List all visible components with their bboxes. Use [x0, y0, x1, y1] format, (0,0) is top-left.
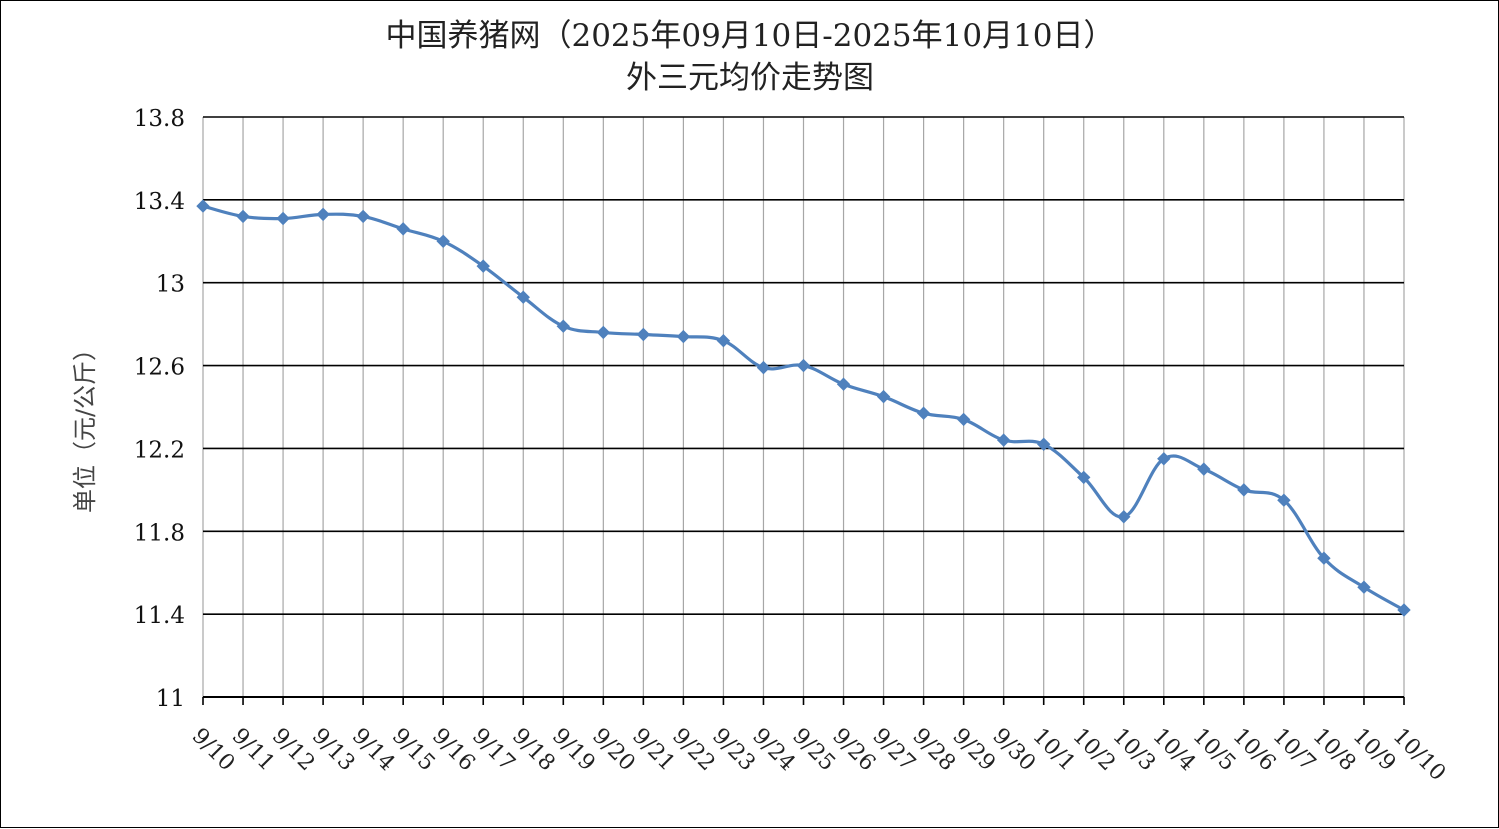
x-tick-label: 9/20	[587, 724, 640, 777]
x-tick-label: 9/18	[507, 724, 560, 777]
data-point-marker	[1397, 603, 1411, 617]
x-tick-label: 9/15	[387, 724, 440, 777]
data-point-marker	[836, 377, 851, 391]
x-tick-label: 10/8	[1308, 724, 1361, 777]
data-point-marker	[596, 325, 611, 340]
x-tick-labels: 9/109/119/129/139/149/159/169/179/189/19…	[187, 724, 1451, 787]
x-tick-label: 10/9	[1348, 724, 1401, 777]
data-point-marker	[956, 412, 971, 427]
data-point-marker	[236, 209, 250, 224]
data-point-marker	[796, 358, 811, 373]
data-point-marker	[1357, 580, 1371, 594]
x-tick-label: 10/7	[1268, 724, 1321, 777]
y-tick-label: 13.4	[134, 189, 185, 215]
y-tick-label: 11	[156, 686, 185, 712]
data-point-marker	[1157, 452, 1171, 466]
data-point-marker	[436, 234, 450, 248]
x-tick-label: 9/23	[707, 724, 760, 777]
series-group	[196, 199, 1411, 617]
y-axis-label: 单位（元/公斤）	[71, 337, 99, 513]
x-tick-label: 9/22	[667, 724, 720, 777]
data-point-marker	[556, 319, 571, 333]
x-tick-label: 9/10	[187, 724, 240, 777]
x-tick-label: 10/3	[1108, 724, 1161, 777]
x-tick-label: 10/6	[1228, 724, 1281, 777]
data-point-marker	[1277, 493, 1291, 507]
x-tick-label: 10/4	[1148, 724, 1201, 777]
chart-title-line2: 外三元均价走势图	[626, 60, 874, 96]
data-point-marker	[396, 222, 410, 236]
data-point-marker	[516, 290, 530, 304]
x-tick-label: 9/16	[427, 724, 480, 777]
data-point-marker	[756, 360, 771, 375]
data-point-marker	[196, 199, 210, 213]
x-tick-label: 9/30	[987, 724, 1040, 777]
data-point-marker	[316, 207, 330, 222]
x-tick-label: 9/13	[307, 724, 360, 777]
x-tick-label: 10/2	[1067, 724, 1120, 777]
chart-title-line1: 中国养猪网（2025年09月10日-2025年10月10日）	[385, 18, 1114, 54]
x-tick-label: 9/28	[907, 724, 960, 777]
y-tick-label: 11.8	[134, 520, 185, 546]
data-point-marker	[476, 259, 490, 273]
data-point-marker	[996, 433, 1011, 447]
x-tick-label: 9/11	[227, 724, 280, 777]
y-tick-label: 13.8	[134, 106, 185, 132]
data-point-marker	[1117, 510, 1131, 524]
y-tick-labels: 13.8 13.4 13 12.6 12.2 11.8 11.4 11	[134, 106, 185, 712]
y-tick-label: 13	[156, 272, 185, 298]
x-tick-label: 9/17	[467, 724, 520, 777]
x-tick-label: 9/21	[627, 724, 680, 777]
horizontal-gridlines	[202, 116, 1405, 705]
x-tick-label: 10/1	[1027, 724, 1080, 777]
data-point-marker	[356, 209, 370, 224]
y-tick-label: 12.6	[134, 355, 185, 381]
data-point-marker	[716, 334, 731, 348]
data-point-marker	[276, 211, 290, 226]
x-tick-label: 9/29	[947, 724, 1000, 777]
x-tick-label: 9/25	[787, 724, 840, 777]
y-tick-label: 11.4	[134, 603, 185, 629]
data-point-marker	[676, 329, 691, 344]
data-point-marker	[1197, 462, 1211, 476]
x-tick-label: 9/14	[347, 724, 400, 777]
x-tick-label: 9/26	[827, 724, 880, 777]
data-point-marker	[1077, 470, 1091, 485]
x-tick-label: 9/19	[547, 724, 600, 777]
x-tick-label: 9/24	[747, 724, 800, 777]
x-tick-label: 9/27	[867, 724, 920, 777]
x-tick-label: 10/5	[1188, 724, 1241, 777]
data-point-marker	[916, 406, 931, 420]
data-point-marker	[1237, 483, 1251, 497]
data-point-marker	[636, 327, 651, 342]
y-tick-label: 12.2	[134, 437, 185, 463]
data-point-marker	[1317, 551, 1331, 565]
vertical-gridlines	[202, 117, 1405, 697]
data-point-marker	[876, 389, 891, 404]
data-point-marker	[1036, 437, 1051, 451]
x-tick-label: 9/12	[267, 724, 320, 777]
